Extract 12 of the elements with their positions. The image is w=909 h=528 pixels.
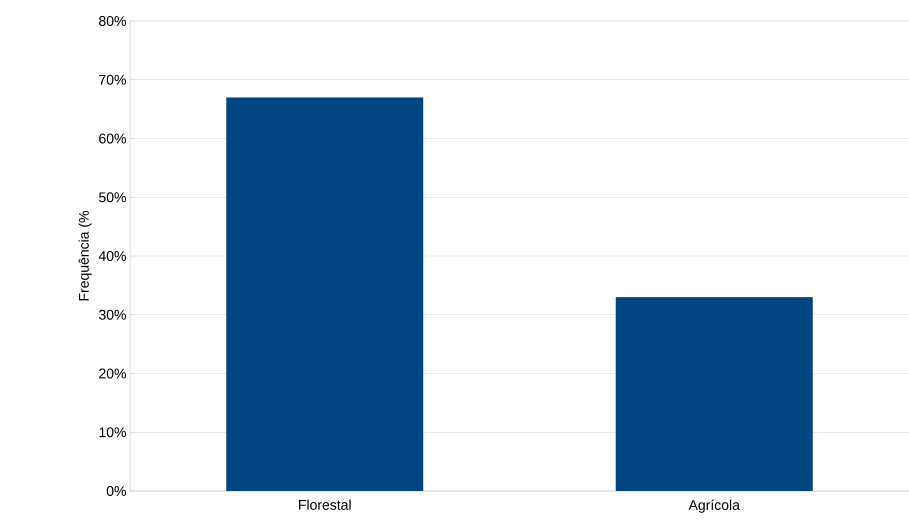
y-tick-label: 10% bbox=[100, 427, 126, 438]
y-tick-label: 0% bbox=[106, 486, 126, 496]
x-tick-label: Florestal bbox=[299, 500, 351, 510]
y-tick-label: 50% bbox=[99, 192, 126, 202]
y-tick-label: 20% bbox=[99, 368, 126, 378]
y-tick-label: 80% bbox=[99, 16, 126, 26]
y-axis-title: Frequência (% bbox=[78, 211, 92, 300]
y-tick-label: 70% bbox=[99, 74, 126, 85]
y-tick-label: 60% bbox=[99, 134, 126, 144]
y-tick-label: 30% bbox=[98, 310, 126, 320]
x-tick-label: Agrícola bbox=[688, 500, 740, 513]
y-tick-label: 40% bbox=[98, 251, 126, 261]
